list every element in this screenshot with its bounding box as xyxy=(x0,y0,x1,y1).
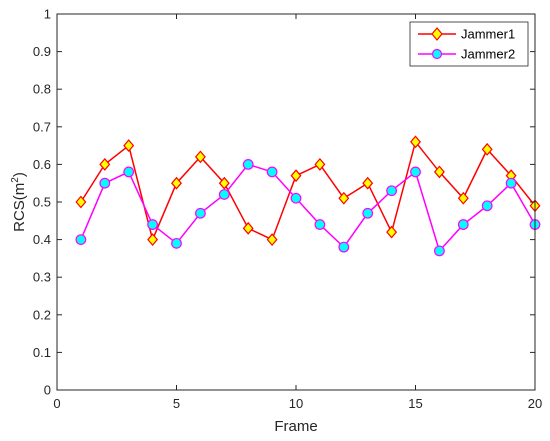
data-point-jammer1 xyxy=(481,142,493,156)
ticks-layer: 0 5 10 15 20 0 0.1 0.2 0.3 0.4 0.5 0.6 0.7 0.8 0.9 1 xyxy=(33,7,542,412)
y-axis-label-superscript: 2 xyxy=(10,177,21,183)
data-point-jammer2 xyxy=(218,189,230,200)
legend-label-jammer1: Jammer1 xyxy=(461,27,515,42)
legend-entry-jammer1: Jammer1 xyxy=(418,27,515,42)
y-tick-label: 0.9 xyxy=(33,44,51,59)
legend-marker-jammer1 xyxy=(431,27,443,41)
data-point-jammer1 xyxy=(171,176,182,190)
data-point-jammer1 xyxy=(194,150,206,164)
data-point-jammer1 xyxy=(266,233,278,247)
data-point-jammer2 xyxy=(362,207,374,219)
data-point-jammer1 xyxy=(147,233,159,247)
data-point-jammer1 xyxy=(123,139,135,153)
data-point-jammer2 xyxy=(386,185,398,197)
y-tick-label: 0.4 xyxy=(33,232,51,247)
data-point-jammer1 xyxy=(242,221,254,235)
data-point-jammer1 xyxy=(314,157,326,171)
x-tick-label: 5 xyxy=(173,396,180,411)
data-point-jammer2 xyxy=(194,207,206,219)
y-tick-label: 0.6 xyxy=(33,157,51,172)
y-tick-label: 1 xyxy=(44,7,51,22)
data-point-jammer1 xyxy=(338,191,350,205)
y-axis-label: RCS(m2) xyxy=(10,172,28,232)
data-point-jammer2 xyxy=(75,234,87,246)
y-tick-label: 0.3 xyxy=(33,270,51,285)
data-point-jammer2 xyxy=(410,166,421,178)
x-tick-label: 0 xyxy=(53,396,60,411)
legend-marker-jammer2 xyxy=(431,48,443,60)
data-point-jammer2 xyxy=(457,219,469,230)
data-point-jammer2 xyxy=(147,219,159,230)
data-point-jammer1 xyxy=(290,169,302,183)
data-point-jammer2 xyxy=(266,166,278,178)
legend: Jammer1 Jammer2 xyxy=(409,21,529,67)
data-point-jammer2 xyxy=(505,177,517,189)
data-point-jammer2 xyxy=(434,245,445,257)
data-point-jammer1 xyxy=(75,195,87,209)
y-tick-label: 0.2 xyxy=(33,307,51,322)
data-point-jammer2 xyxy=(123,166,135,178)
y-axis-label-main: RCS(m xyxy=(11,183,28,232)
data-point-jammer1 xyxy=(457,191,469,205)
y-tick-label: 0.1 xyxy=(33,345,51,360)
y-tick-label: 0 xyxy=(44,383,51,398)
data-point-jammer2 xyxy=(99,177,111,189)
data-point-jammer2 xyxy=(242,158,254,170)
data-point-jammer1 xyxy=(386,225,398,239)
data-point-jammer1 xyxy=(99,157,111,171)
data-point-jammer2 xyxy=(290,192,302,204)
legend-box xyxy=(409,21,529,67)
y-tick-label: 0.7 xyxy=(33,119,51,134)
data-point-jammer1 xyxy=(218,176,230,190)
y-tick-label: 0.8 xyxy=(33,82,51,97)
data-point-jammer1 xyxy=(410,135,421,149)
y-tick-label: 0.5 xyxy=(33,195,51,210)
legend-entry-jammer2: Jammer2 xyxy=(418,47,515,62)
plot-area xyxy=(56,13,541,391)
x-axis-label: Frame xyxy=(274,418,317,435)
data-point-jammer2 xyxy=(171,237,182,249)
x-tick-label: 10 xyxy=(289,396,303,411)
data-point-jammer2 xyxy=(338,241,350,253)
data-point-jammer2 xyxy=(481,200,493,212)
data-point-jammer2 xyxy=(314,219,326,230)
legend-label-jammer2: Jammer2 xyxy=(461,47,515,62)
y-axis-label-end: ) xyxy=(11,172,28,177)
series-line-jammer1 xyxy=(80,140,536,242)
x-tick-label: 15 xyxy=(408,396,422,411)
x-tick-label: 20 xyxy=(528,396,542,411)
data-point-jammer1 xyxy=(362,176,374,190)
data-point-jammer1 xyxy=(433,165,445,179)
series-layer xyxy=(75,135,541,257)
